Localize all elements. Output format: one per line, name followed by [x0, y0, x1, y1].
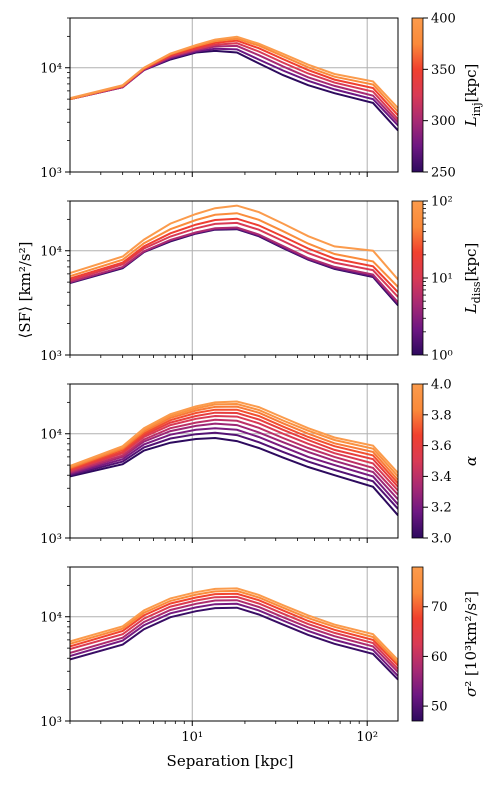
y-tick-label: 10³: [40, 532, 62, 547]
series-group: [70, 587, 398, 681]
colorbar-tick-label: 3.4: [431, 470, 452, 485]
series-line: [70, 408, 398, 484]
series-line: [70, 411, 398, 488]
series-line: [70, 436, 398, 516]
series-line: [70, 400, 398, 474]
colorbar-tick-label: 3.6: [431, 439, 452, 454]
colorbar-tick-label: 350: [431, 63, 456, 78]
x-axis-label: Separation [kpc]: [167, 752, 294, 770]
series-line: [70, 589, 398, 664]
y-tick-label: 10³: [40, 166, 62, 181]
series-line: [70, 599, 398, 673]
shared-y-axis-label: ⟨SF⟩ [km²/s²]: [16, 242, 34, 339]
axes-frame: [69, 200, 399, 356]
colorbar-tick-label: 400: [431, 12, 456, 27]
y-tick-label: 10⁴: [40, 62, 62, 77]
colorbar-tick-label: 3.0: [431, 532, 452, 547]
y-tick-label: 10⁴: [40, 428, 62, 443]
colorbar-tick-label: 4.0: [431, 378, 452, 393]
colorbar: [411, 200, 424, 356]
colorbar-tick-label: 10²: [431, 195, 453, 210]
colorbar: [411, 383, 424, 539]
series-line: [70, 431, 398, 510]
series-line: [70, 592, 398, 667]
colorbar-tick-label: 60: [431, 650, 448, 665]
colorbar-label: Ldiss[kpc]: [462, 243, 483, 315]
axes-frame: [69, 566, 399, 722]
axes-frame: [69, 17, 399, 173]
series-line: [70, 226, 398, 303]
panel-2: 10³ 10⁴ 10⁰ 10¹ 10² Ldiss[kpc]: [40, 195, 483, 365]
colorbar: [411, 17, 424, 173]
series-line: [70, 221, 398, 298]
colorbar-label: α: [462, 456, 480, 466]
colorbar-tick-label: 50: [431, 700, 448, 715]
series-line: [70, 414, 398, 492]
y-tick-label: 10³: [40, 349, 62, 364]
series-line: [70, 422, 398, 500]
series-line: [70, 595, 398, 670]
series-line: [70, 49, 398, 132]
y-tick-label: 10⁴: [40, 611, 62, 626]
colorbar-tick-label: 10¹: [431, 272, 453, 287]
x-tick-label: 10²: [356, 730, 378, 745]
series-line: [70, 212, 398, 288]
y-tick-label: 10³: [40, 715, 62, 730]
panel-4: 10³ 10⁴ 10¹ 10² 50 60 70 σ² [10³km²/s²]: [40, 566, 480, 745]
series-line: [70, 587, 398, 661]
colorbar-label: σ² [10³km²/s²]: [462, 591, 480, 697]
series-line: [70, 606, 398, 681]
series-line: [70, 42, 398, 120]
series-line: [70, 402, 398, 478]
panel-3: 10³ 10⁴ 3.0 3.2 3.4 3.6 3.8 4.0 α: [40, 378, 480, 548]
series-group: [70, 400, 398, 516]
series-line: [70, 35, 398, 109]
series-line: [70, 427, 398, 506]
axes-frame: [69, 383, 399, 539]
series-group: [70, 35, 398, 132]
colorbar-tick-label: 10⁰: [431, 349, 453, 364]
panel-1: 10³ 10⁴ 250 300 350 400 Linj[kpc]: [40, 12, 483, 182]
y-tick-label: 10⁴: [40, 245, 62, 260]
colorbar-tick-label: 300: [431, 114, 456, 129]
colorbar-label: Linj[kpc]: [462, 64, 483, 128]
colorbar: [411, 566, 424, 722]
series-line: [70, 44, 398, 123]
colorbar-tick-label: 250: [431, 166, 456, 181]
series-line: [70, 405, 398, 481]
colorbar-tick-label: 3.8: [431, 408, 452, 423]
series-group: [70, 204, 398, 306]
x-tick-label: 10¹: [181, 730, 203, 745]
series-line: [70, 204, 398, 281]
panels: 10³10⁴250300350400Linj[kpc]10³10⁴10⁰10¹1…: [40, 12, 483, 746]
colorbar-tick-label: 3.2: [431, 501, 452, 516]
colorbar-tick-label: 70: [431, 600, 448, 615]
series-line: [70, 217, 398, 293]
series-line: [70, 418, 398, 496]
series-line: [70, 602, 398, 677]
